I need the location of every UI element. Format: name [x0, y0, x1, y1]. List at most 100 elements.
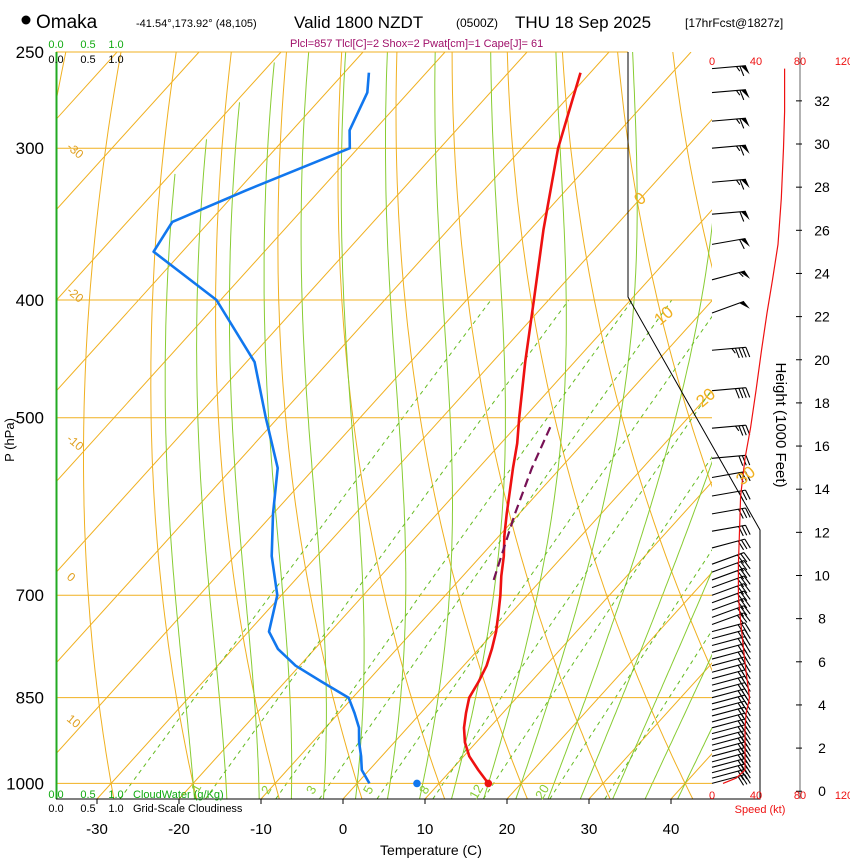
dry-adiabat-label: -20	[64, 284, 87, 306]
x-axis-label: Temperature (C)	[380, 842, 482, 858]
temperature-tick-label: -10	[250, 821, 272, 838]
dry-adiabat-line	[451, 52, 611, 799]
dry-adiabat-label: -30	[64, 140, 87, 162]
dry-adiabat-line	[561, 52, 712, 672]
isotherm-line	[96, 118, 712, 799]
moist-adiabat-line	[385, 52, 407, 799]
dry-adiabat-label: 10	[64, 712, 83, 732]
surface-dewpoint-marker	[413, 779, 421, 788]
wind-barb	[711, 489, 751, 501]
isotherm-line	[56, 52, 364, 393]
wind-barb	[711, 605, 751, 618]
isotherm-line	[56, 52, 692, 755]
height-tick-label: 2	[818, 740, 826, 756]
height-tick-label: 20	[814, 352, 830, 368]
series-dew-point	[152, 72, 371, 785]
moist-adiabat-line	[300, 52, 327, 799]
isotherm-line	[56, 52, 528, 574]
surface-temperature-marker	[484, 779, 493, 788]
cloudiness-tick-bottom: 1.0	[108, 803, 123, 815]
dry-adiabat-line	[215, 52, 280, 799]
moist-adiabat-line	[419, 52, 453, 799]
moist-adiabat-line	[451, 52, 506, 799]
moist-adiabat-line	[515, 52, 638, 799]
moist-adiabat-line	[263, 62, 293, 799]
dry-adiabat-label: 0	[64, 570, 78, 585]
moist-adiabat-line	[164, 173, 195, 799]
height-tick-label: 0	[818, 783, 826, 799]
wind-barb	[711, 237, 751, 250]
moist-adiabat-line	[483, 52, 567, 799]
wind-barb	[711, 346, 751, 359]
mixing-ratio-label: 12	[466, 782, 486, 802]
wind-barb	[711, 730, 751, 742]
moist-adiabat-line	[196, 139, 228, 799]
cloud-water-tick-bottom: 1.0	[108, 789, 123, 801]
height-tick-label: 10	[814, 567, 830, 583]
y-axis-label: P (hPa)	[2, 418, 17, 462]
height-tick-label: 22	[814, 309, 830, 325]
temperature-tick-label: -20	[168, 821, 190, 838]
pressure-tick-label: 1000	[6, 774, 44, 793]
height-tick-label: 28	[814, 179, 830, 195]
sounding-indices: Plcl=857 Tlcl[C]=2 Shox=2 Pwat[cm]=1 Cap…	[290, 38, 543, 50]
cloudiness-label: Grid-Scale Cloudiness	[133, 803, 243, 815]
wind-barb	[711, 538, 751, 551]
moist-adiabat-line	[612, 569, 712, 799]
wind-barb	[711, 636, 751, 648]
speed-tick-top: 80	[794, 56, 806, 68]
isotherm-line	[260, 299, 712, 799]
isotherm-line	[342, 390, 712, 799]
wind-barb	[711, 662, 751, 675]
pressure-tick-label: 400	[16, 291, 44, 310]
wind-barb	[711, 65, 750, 77]
pressure-tick-label: 700	[16, 586, 44, 605]
moist-adiabat-line	[579, 460, 712, 799]
isotherm-line	[506, 571, 712, 799]
temperature-tick-label: -30	[86, 821, 108, 838]
moist-adiabat-line	[644, 653, 712, 799]
wind-barb	[711, 552, 751, 565]
speed-axis-label: Speed (kt)	[735, 804, 786, 816]
temperature-tick-label: 40	[663, 821, 680, 838]
isotherm-line	[56, 52, 446, 483]
series-temperature	[462, 72, 582, 785]
isotherm-line	[56, 52, 610, 664]
speed-tick-bottom: 0	[709, 790, 715, 802]
wind-barb	[711, 774, 751, 786]
height-tick-label: 14	[814, 481, 830, 497]
valid-time: Valid 1800 NZDT	[294, 13, 423, 32]
speed-tick-top: 120	[835, 56, 850, 68]
temperature-tick-label: 10	[417, 821, 434, 838]
isotherm-line	[56, 52, 282, 302]
cloudiness-tick-top: 1.0	[108, 54, 123, 66]
dry-adiabat-line	[83, 52, 122, 799]
mixing-ratio-line	[376, 315, 712, 799]
wind-barb	[711, 424, 751, 436]
dry-adiabat-line	[277, 52, 363, 799]
mixing-ratio-line	[204, 299, 570, 799]
wind-barb	[711, 89, 750, 101]
wind-barb	[711, 300, 750, 314]
speed-tick-bottom: 40	[750, 790, 762, 802]
wind-barb	[711, 117, 750, 129]
wind-barb	[711, 612, 751, 626]
height-tick-label: 18	[814, 395, 830, 411]
moist-adiabat-line	[228, 102, 260, 799]
moist-adiabat-line	[677, 726, 712, 799]
wind-barb	[711, 688, 751, 700]
dry-adiabat-line	[395, 52, 528, 799]
wind-barb	[711, 642, 751, 655]
isotherm-line	[56, 52, 200, 211]
dry-adiabat-line	[617, 52, 712, 488]
height-axis-label: Height (1000 Feet)	[772, 362, 789, 487]
speed-tick-bottom: 80	[794, 790, 806, 802]
mixing-ratio-line	[549, 549, 712, 799]
dry-adiabat-lines	[56, 52, 712, 799]
wind-barb	[711, 622, 751, 634]
wind-speed-line	[722, 68, 786, 784]
wind-barbs	[711, 65, 751, 786]
cloud-water-tick-top: 1.0	[108, 39, 123, 51]
